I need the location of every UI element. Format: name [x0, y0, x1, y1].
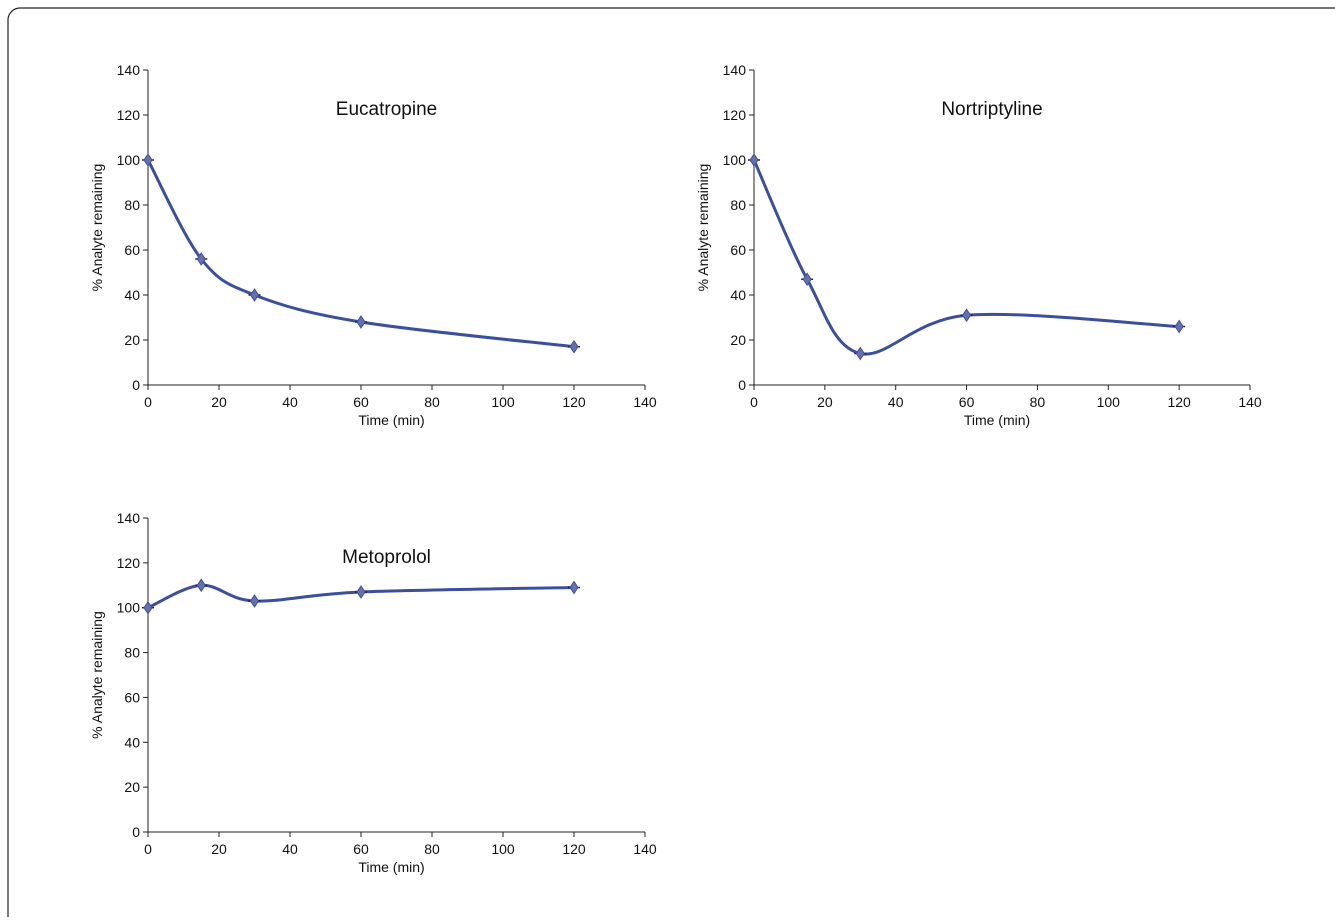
- data-point: [961, 308, 972, 323]
- y-tick-label: 60: [124, 689, 140, 705]
- y-tick-label: 140: [117, 62, 141, 78]
- y-tick-label: 40: [124, 287, 140, 303]
- x-tick-label: 40: [282, 394, 298, 410]
- x-tick-label: 60: [353, 841, 369, 857]
- chart-title: Nortriptyline: [941, 99, 1042, 120]
- y-tick-label: 140: [117, 510, 141, 526]
- data-point: [143, 153, 153, 167]
- x-tick-label: 0: [750, 394, 758, 410]
- data-line: [752, 159, 1180, 356]
- y-axis-title: % Analyte remaining: [89, 611, 105, 739]
- y-tick-label: 140: [723, 62, 747, 78]
- y-tick-label: 40: [124, 734, 140, 750]
- data-point: [1174, 319, 1184, 334]
- data-point: [356, 315, 366, 329]
- x-tick-label: 20: [817, 394, 833, 410]
- x-tick-label: 40: [282, 841, 298, 857]
- x-tick-label: 120: [1167, 394, 1191, 410]
- x-tick-label: 120: [562, 841, 586, 857]
- y-tick-label: 120: [117, 555, 141, 571]
- x-tick-label: 80: [1030, 394, 1046, 410]
- frame: [7, 7, 1335, 922]
- data-point: [569, 580, 579, 595]
- x-tick-label: 60: [353, 394, 369, 410]
- chart: 0 20 40 60 80 100 120 140 0 20 40 60 80 100 120 140 Time…: [695, 62, 1262, 428]
- x-tick-label: 100: [1097, 394, 1121, 410]
- y-tick-label: 0: [132, 377, 140, 393]
- data-line: [146, 159, 575, 349]
- x-tick-label: 120: [562, 394, 586, 410]
- y-axis-title: % Analyte remaining: [89, 164, 105, 292]
- data-point: [143, 600, 153, 615]
- x-tick-label: 100: [491, 394, 515, 410]
- y-tick-label: 80: [730, 197, 746, 213]
- data-point: [196, 252, 206, 266]
- y-tick-label: 40: [730, 287, 746, 303]
- y-tick-label: 80: [124, 197, 140, 213]
- y-tick-label: 100: [117, 600, 141, 616]
- y-tick-label: 120: [117, 107, 141, 123]
- data-point: [249, 594, 260, 608]
- chart-title: Eucatropine: [336, 99, 437, 120]
- chart: 0 20 40 60 80 100 120 140 0 20 40 60 80 100 120 140 Time…: [89, 62, 657, 428]
- x-tick-label: 140: [1238, 394, 1262, 410]
- x-tick-label: 140: [633, 394, 657, 410]
- x-tick-label: 40: [888, 394, 904, 410]
- x-tick-label: 20: [211, 394, 227, 410]
- data-point: [749, 153, 759, 167]
- x-axis-title: Time (min): [358, 859, 424, 875]
- data-point: [569, 339, 579, 354]
- y-tick-label: 60: [730, 242, 746, 258]
- y-axis-title: % Analyte remaining: [695, 164, 711, 292]
- y-tick-label: 20: [124, 779, 140, 795]
- y-tick-label: 20: [730, 332, 746, 348]
- data-point: [356, 585, 366, 599]
- data-point: [249, 288, 260, 302]
- y-tick-label: 80: [124, 645, 140, 661]
- y-tick-label: 100: [117, 152, 141, 168]
- x-tick-label: 0: [144, 841, 152, 857]
- chart-title: Metoprolol: [342, 547, 431, 568]
- x-tick-label: 80: [424, 394, 440, 410]
- x-tick-label: 140: [633, 841, 657, 857]
- y-tick-label: 100: [723, 152, 747, 168]
- x-tick-label: 20: [211, 841, 227, 857]
- x-tick-label: 60: [959, 394, 975, 410]
- x-tick-label: 100: [491, 841, 515, 857]
- x-axis-title: Time (min): [964, 412, 1030, 428]
- chart: 0 20 40 60 80 100 120 140 0 20 40 60 80 100 120 140 Time…: [89, 510, 657, 875]
- y-tick-label: 0: [738, 377, 746, 393]
- y-tick-label: 60: [124, 242, 140, 258]
- x-tick-label: 80: [424, 841, 440, 857]
- y-tick-label: 120: [723, 107, 747, 123]
- data-point: [802, 272, 812, 287]
- y-tick-label: 0: [132, 824, 140, 840]
- x-tick-label: 0: [144, 394, 152, 410]
- x-axis-title: Time (min): [358, 412, 424, 428]
- y-tick-label: 20: [124, 332, 140, 348]
- data-point: [855, 346, 865, 361]
- data-point: [196, 578, 206, 593]
- data-line: [147, 583, 575, 610]
